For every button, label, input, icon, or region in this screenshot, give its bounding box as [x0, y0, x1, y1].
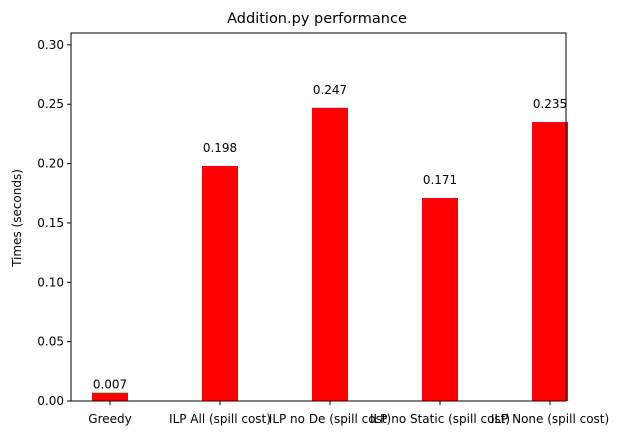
bar	[422, 198, 458, 401]
data-label: 0.198	[203, 141, 237, 155]
bar	[92, 392, 128, 401]
plot-area: 0.007 0.198 0.247 0.171 0.235 0.00 0.05 0.10 0.1…	[37, 32, 609, 426]
data-label: 0.007	[93, 378, 127, 392]
data-label: 0.171	[423, 173, 457, 187]
x-tick-label: ILP All (spill cost)	[169, 412, 271, 426]
chart-title: Addition.py performance	[227, 11, 407, 27]
x-tick-label: Greedy	[88, 412, 131, 426]
x-tick-label: ILP no De (spill cost)	[269, 412, 391, 426]
x-tick-label: ILP no Static (spill cost)	[370, 412, 510, 426]
axes-frame	[70, 32, 567, 402]
bar	[312, 107, 348, 401]
y-tick-label: 0.30	[37, 38, 64, 52]
y-tick-label: 0.10	[37, 275, 64, 289]
bar	[532, 122, 568, 401]
y-tick-label: 0.00	[37, 394, 64, 408]
data-label: 0.247	[313, 83, 347, 97]
bar	[202, 165, 238, 401]
y-tick-label: 0.20	[37, 157, 64, 171]
y-axis-label: Times (seconds)	[10, 169, 24, 268]
data-label: 0.235	[533, 97, 567, 111]
x-tick-label: ILP None (spill cost)	[491, 412, 609, 426]
y-tick-label: 0.05	[37, 335, 64, 349]
y-tick-label: 0.25	[37, 97, 64, 111]
y-tick-label: 0.15	[37, 216, 64, 230]
